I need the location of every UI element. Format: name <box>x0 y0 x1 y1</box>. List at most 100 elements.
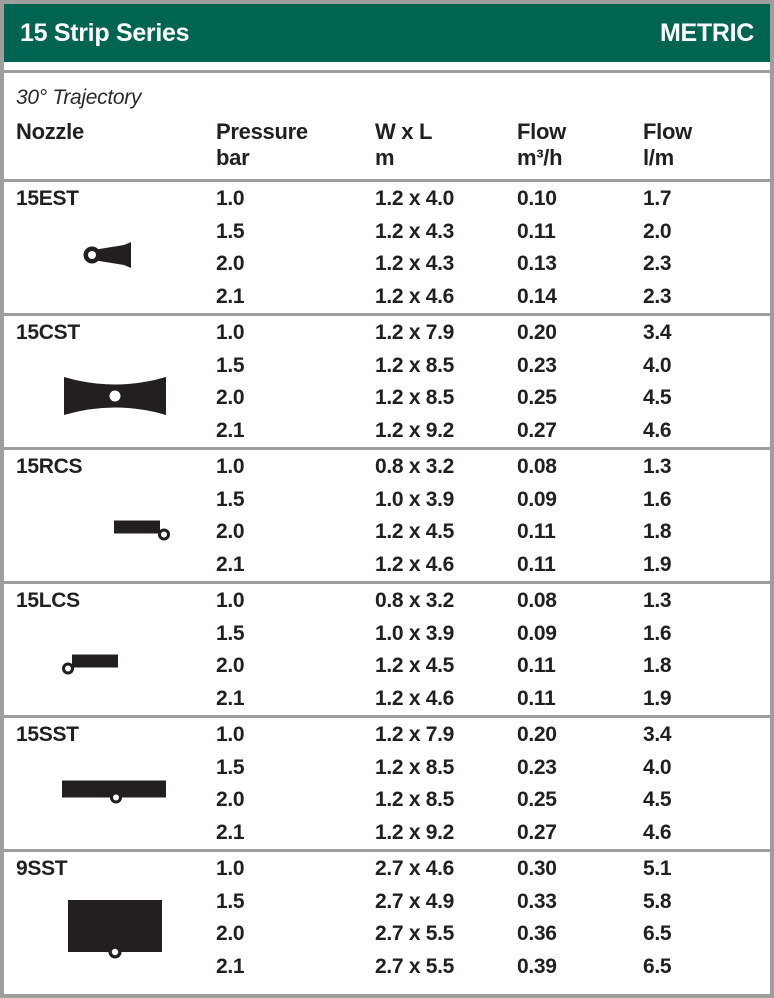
flow-m3h-value: 0.11 <box>517 520 556 543</box>
nozzle-label: 15EST <box>16 187 79 210</box>
flow-lm-value: 6.5 <box>643 922 672 945</box>
flow-lm-value: 1.8 <box>643 654 672 677</box>
units-label: METRIC <box>659 18 754 47</box>
flow-m3h-value: 0.39 <box>517 954 557 978</box>
pressure-value: 2.0 <box>216 654 245 677</box>
flow-lm-value: 4.5 <box>643 386 672 409</box>
flow-m3h-value: 0.36 <box>517 922 557 945</box>
pressure-value: 2.1 <box>216 954 245 978</box>
width-length-value: 1.2 x 4.6 <box>375 284 455 308</box>
square-strip-nozzle-icon <box>68 899 162 960</box>
width-length-value: 1.2 x 4.5 <box>375 654 455 677</box>
width-length-value: 2.7 x 4.6 <box>375 857 455 880</box>
flow-m3h-value: 0.11 <box>517 552 556 576</box>
flow-lm-value: 4.6 <box>643 820 672 844</box>
nozzle-cell: 9SST <box>4 853 202 983</box>
width-length-value: 1.2 x 4.6 <box>375 552 455 576</box>
nozzle-label: 15SST <box>16 723 79 746</box>
nozzle-cell: 15RCS <box>4 451 202 581</box>
pressure-value: 1.0 <box>216 723 245 746</box>
table-content: 30° Trajectory Nozzle Pressure bar W x L… <box>4 70 770 983</box>
flow-lm-value: 2.3 <box>643 284 672 308</box>
table-body: 15EST 1.0 1.2 x 4.0 0.10 1.7 1.5 1.2 x 4.3 0.1… <box>4 179 770 983</box>
title-gap <box>4 62 770 70</box>
nozzle-group: 15EST 1.0 1.2 x 4.0 0.10 1.7 1.5 1.2 x 4.3 0.1… <box>4 179 770 313</box>
left-corner-strip-nozzle-icon <box>60 653 118 676</box>
flow-lm-value: 6.5 <box>643 954 672 978</box>
pressure-value: 1.5 <box>216 621 245 645</box>
width-length-value: 1.2 x 9.2 <box>375 820 455 844</box>
center-strip-nozzle-icon <box>62 375 168 417</box>
side-strip-nozzle-icon <box>62 778 166 805</box>
pressure-value: 2.0 <box>216 386 245 409</box>
flow-lm-value: 2.3 <box>643 252 672 275</box>
width-length-value: 1.2 x 7.9 <box>375 321 455 344</box>
table-title-bar: 15 Strip Series METRIC <box>4 4 770 62</box>
nozzle-group: 15CST 1.0 1.2 x 7.9 0.20 3.4 1.5 1.2 x 8.5 0.2… <box>4 313 770 447</box>
nozzle-label: 9SST <box>16 857 68 880</box>
pressure-value: 1.0 <box>216 455 245 478</box>
flow-m3h-value: 0.23 <box>517 353 557 377</box>
flow-m3h-value: 0.14 <box>517 284 557 308</box>
flow-m3h-value: 0.09 <box>517 487 557 511</box>
flow-m3h-value: 0.08 <box>517 589 557 612</box>
pressure-value: 2.1 <box>216 418 245 442</box>
flow-lm-value: 3.4 <box>643 723 672 746</box>
nozzle-label: 15RCS <box>16 455 83 478</box>
column-header-wxl: W x L m <box>375 119 433 170</box>
column-header-pressure: Pressure bar <box>216 119 308 170</box>
flow-lm-value: 5.8 <box>643 889 672 913</box>
width-length-value: 1.2 x 7.9 <box>375 723 455 746</box>
flow-m3h-value: 0.33 <box>517 889 557 913</box>
pressure-value: 2.1 <box>216 686 245 710</box>
pressure-value: 2.0 <box>216 788 245 811</box>
width-length-value: 2.7 x 4.9 <box>375 889 455 913</box>
flow-lm-value: 5.1 <box>643 857 672 880</box>
width-length-value: 1.2 x 8.5 <box>375 788 455 811</box>
width-length-value: 1.2 x 8.5 <box>375 386 455 409</box>
width-length-value: 1.0 x 3.9 <box>375 487 455 511</box>
pressure-value: 2.1 <box>216 552 245 576</box>
flow-lm-value: 1.7 <box>643 187 672 210</box>
pressure-value: 2.1 <box>216 284 245 308</box>
flow-m3h-value: 0.27 <box>517 418 557 442</box>
nozzle-group: 15SST 1.0 1.2 x 7.9 0.20 3.4 1.5 1.2 x 8.5 0.2… <box>4 715 770 849</box>
width-length-value: 0.8 x 3.2 <box>375 455 455 478</box>
nozzle-cell: 15EST <box>4 183 202 313</box>
flow-lm-value: 1.9 <box>643 552 672 576</box>
pressure-value: 1.0 <box>216 187 245 210</box>
width-length-value: 1.2 x 4.0 <box>375 187 455 210</box>
pressure-value: 1.5 <box>216 755 245 779</box>
flow-lm-value: 1.6 <box>643 621 672 645</box>
right-corner-strip-nozzle-icon <box>114 519 172 542</box>
pressure-value: 1.5 <box>216 889 245 913</box>
width-length-value: 1.2 x 8.5 <box>375 755 455 779</box>
flow-m3h-value: 0.13 <box>517 252 557 275</box>
column-header-flow-lm: Flow l/m <box>643 119 692 170</box>
flow-lm-value: 1.6 <box>643 487 672 511</box>
width-length-value: 1.2 x 4.6 <box>375 686 455 710</box>
width-length-value: 1.2 x 4.3 <box>375 252 455 275</box>
flow-lm-value: 4.5 <box>643 788 672 811</box>
width-length-value: 2.7 x 5.5 <box>375 954 455 978</box>
end-strip-nozzle-icon <box>82 240 140 270</box>
column-header-row: Nozzle Pressure bar W x L m Flow m³/h Fl… <box>4 113 770 179</box>
nozzle-label: 15CST <box>16 321 80 344</box>
flow-lm-value: 4.6 <box>643 418 672 442</box>
flow-m3h-value: 0.11 <box>517 654 556 677</box>
width-length-value: 1.2 x 4.3 <box>375 219 455 243</box>
pressure-value: 1.5 <box>216 219 245 243</box>
width-length-value: 0.8 x 3.2 <box>375 589 455 612</box>
table-title: 15 Strip Series <box>20 18 190 47</box>
nozzle-cell: 15SST <box>4 719 202 849</box>
flow-m3h-value: 0.20 <box>517 321 557 344</box>
flow-lm-value: 1.3 <box>643 589 672 612</box>
flow-lm-value: 1.8 <box>643 520 672 543</box>
nozzle-group: 9SST 1.0 2.7 x 4.6 0.30 5.1 1.5 2.7 x 4.9 0.33… <box>4 849 770 983</box>
flow-m3h-value: 0.25 <box>517 788 557 811</box>
flow-m3h-value: 0.25 <box>517 386 557 409</box>
flow-m3h-value: 0.20 <box>517 723 557 746</box>
pressure-value: 1.0 <box>216 589 245 612</box>
flow-m3h-value: 0.23 <box>517 755 557 779</box>
